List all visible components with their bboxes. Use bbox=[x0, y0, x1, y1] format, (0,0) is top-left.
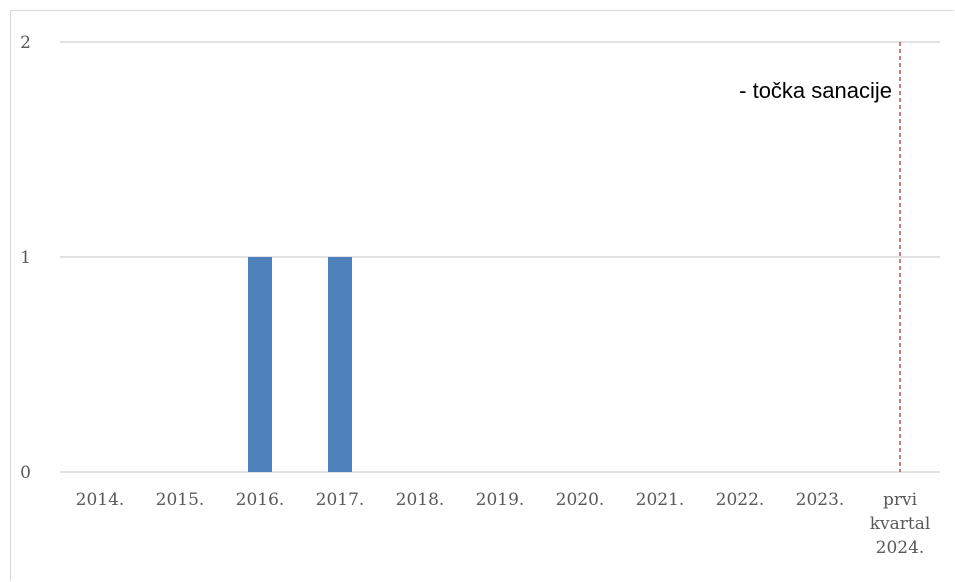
x-tick-label: 2022. bbox=[716, 490, 765, 510]
bars bbox=[248, 257, 352, 472]
x-tick-label: 2019. bbox=[476, 490, 525, 510]
x-tick-label: 2014. bbox=[76, 490, 125, 510]
x-tick-label: prvi kvartal 2024. bbox=[870, 490, 931, 558]
y-axis-ticks: 0 1 2 bbox=[20, 33, 31, 483]
annotation-label: - točka sanacije bbox=[739, 78, 892, 103]
y-tick-label: 0 bbox=[20, 463, 31, 483]
x-tick-label: 2021. bbox=[636, 490, 685, 510]
x-axis-ticks: 2014. 2015. 2016. 2017. 2018. 2019. 2020. 2021.… bbox=[76, 490, 931, 558]
gridlines bbox=[60, 41, 940, 473]
y-tick-label: 2 bbox=[20, 33, 31, 53]
x-tick-label: 2017. bbox=[316, 490, 365, 510]
x-tick-label: 2018. bbox=[396, 490, 445, 510]
bar bbox=[248, 257, 272, 472]
x-tick-label: 2015. bbox=[156, 490, 205, 510]
x-tick-label: 2016. bbox=[236, 490, 285, 510]
x-tick-label: 2023. bbox=[796, 490, 845, 510]
y-tick-label: 1 bbox=[20, 248, 31, 268]
chart-frame bbox=[10, 10, 954, 581]
bar bbox=[328, 257, 352, 472]
x-tick-label: 2020. bbox=[556, 490, 605, 510]
